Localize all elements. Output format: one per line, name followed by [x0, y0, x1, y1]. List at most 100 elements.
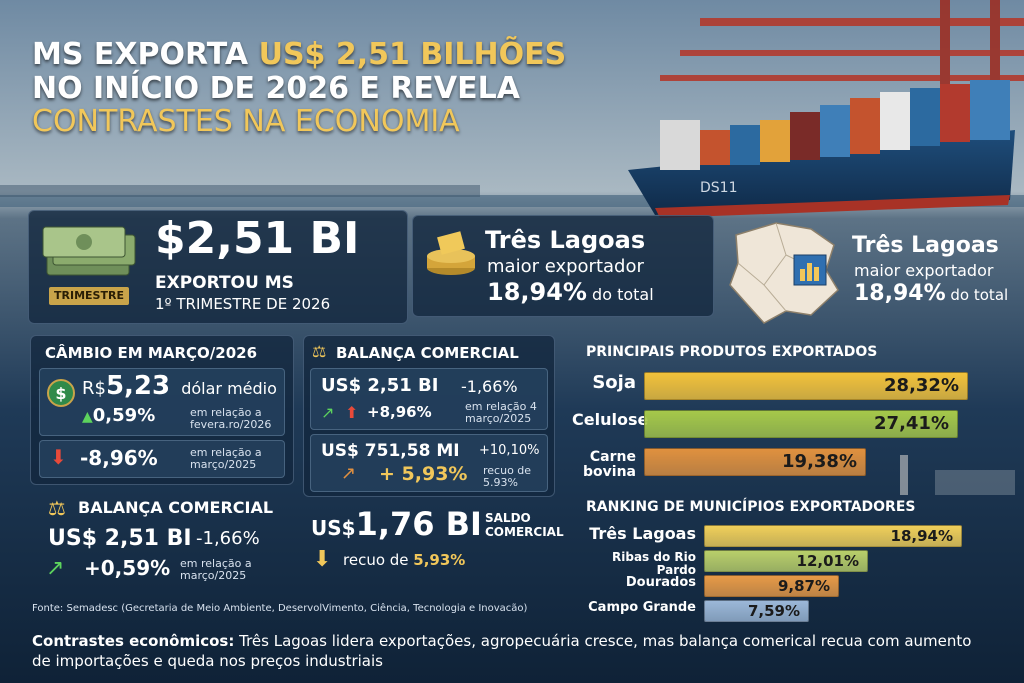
produto-bar: 28,32% [644, 372, 968, 400]
top-exporter-pct-line: 18,94% do total [487, 278, 654, 306]
balanca-left-block: ⚖ BALANÇA COMERCIAL US$ 2,51 BI -1,66% ↗… [30, 492, 292, 596]
ranking-chart: RANKING DE MUNICÍPIOS EXPORTADORES Três … [572, 495, 1012, 630]
cambio-down-box: ⬇ -8,96% em relação a março/2025 [39, 440, 285, 478]
top-exporter-panel: Três Lagoas maior exportador 18,94% do t… [412, 215, 714, 317]
produto-value-label: 27,41% [874, 413, 949, 434]
arrow-down-gold-icon: ⬇ [313, 547, 332, 572]
top-exporter-pct-suffix: do total [586, 285, 654, 304]
produtos-chart: PRINCIPAIS PRODUTOS EXPORTADOS Soja 28,32… [572, 338, 1012, 488]
footer-text: Contrastes econômicos: Três Lagoas lider… [32, 632, 992, 671]
cambio-value: 5,23 [105, 371, 171, 401]
balanca-mid-note2: recuo de 5.93% [483, 464, 532, 490]
container-ship: DS11 [628, 80, 1015, 218]
top-exporter-pct: 18,94% [487, 278, 587, 306]
trimestre-badge-label: TRIMESTRE [54, 289, 124, 302]
ranking-header: RANKING DE MUNICÍPIOS EXPORTADORES [586, 499, 916, 515]
saldo-recuo-line: recuo de 5,93% [343, 551, 465, 569]
cambio-rate-box: $ R$5,23 dólar médio ▲0,59% em relação a… [39, 368, 285, 436]
produto-label: Soja [592, 372, 636, 393]
balanca-mid-change2-up: + 5,93% [379, 463, 468, 485]
cambio-currency: R$ [82, 378, 106, 399]
balanca-mid-panel: ⚖ BALANÇA COMERCIAL US$ 2,51 BI -1,66% ↗… [303, 335, 555, 497]
saldo-prefix: US$ [311, 516, 356, 540]
saldo-label: SALDO COMERCIAL [485, 511, 564, 540]
balanca-left-value: US$ 2,51 BI [48, 526, 192, 551]
headline-line2: NO INÍCIO DE 2026 E REVELA [32, 70, 520, 106]
hero-period: 1º TRIMESTRE DE 2026 [155, 295, 331, 313]
cambio-change-up-line: ▲0,59% [82, 405, 155, 426]
ms-state-map-icon [729, 222, 839, 324]
source-note: Fonte: Semadesc (Gecretaria de Meio Ambi… [32, 603, 528, 614]
saldo-recuo-value: 5,93% [413, 551, 466, 569]
trend-up-icon-mid: ↗ [321, 403, 335, 422]
map-exporter-pct-line: 18,94% do total [854, 281, 1008, 306]
municipio-value-label: 18,94% [890, 527, 953, 545]
headline: MS EXPORTA US$ 2,51 BILHÕES NO INÍCIO DE… [32, 38, 566, 139]
produto-value-label: 28,32% [884, 375, 959, 396]
municipio-bar: 12,01% [704, 550, 868, 572]
factory-silhouette [900, 455, 1015, 495]
balanca-mid-row2: US$ 751,58 MI +10,10% ↗ + 5,93% recuo de… [310, 434, 548, 492]
balanca-mid-row1: US$ 2,51 BI -1,66% ↗ ⬆ +8,96% em relação… [310, 368, 548, 430]
cambio-change-up: 0,59% [92, 405, 156, 426]
balanca-left-header: BALANÇA COMERCIAL [78, 498, 274, 517]
balanca-mid-header: BALANÇA COMERCIAL [336, 344, 519, 362]
dollar-bag-icon: $ [47, 379, 75, 407]
map-exporter-pct-suffix: do total [945, 286, 1009, 304]
trend-up-icon: ↗ [46, 556, 65, 581]
scale-icon-mid: ⚖ [312, 342, 327, 361]
balanca-mid-value1: US$ 2,51 BI [321, 375, 439, 396]
top-exporter-name: Três Lagoas [485, 226, 646, 254]
map-exporter-name: Três Lagoas [852, 233, 999, 258]
produto-bar: 27,41% [644, 410, 958, 438]
scale-icon: ⚖ [48, 496, 66, 520]
map-exporter-block: Três Lagoas maior exportador 18,94% do t… [716, 215, 1016, 325]
municipio-value-label: 7,59% [747, 602, 800, 620]
ship-label: DS11 [700, 180, 737, 196]
balanca-mid-change2: +10,10% [479, 443, 540, 458]
municipio-value-label: 9,87% [777, 577, 830, 595]
produtos-header: PRINCIPAIS PRODUTOS EXPORTADOS [586, 344, 878, 360]
port-skyline [0, 185, 480, 197]
produto-label: Carne bovina [583, 449, 636, 480]
hero-panel: TRIMESTRE $2,51 BI EXPORTOU MS 1º TRIMES… [28, 210, 408, 324]
balanca-mid-change1: -1,66% [461, 377, 518, 396]
saldo-recuo-prefix: recuo de [343, 551, 414, 569]
triangle-up-icon: ▲ [82, 409, 93, 425]
cambio-panel: CÂMBIO EM MARÇO/2026 $ R$5,23 dólar médi… [30, 335, 294, 485]
arrow-down-icon: ⬇ [50, 445, 67, 469]
hero-value: $2,51 BI [155, 213, 360, 264]
top-exporter-sub: maior exportador [487, 256, 644, 277]
arrow-up-red-icon: ⬆ [345, 403, 359, 422]
saldo-block: US$1,76 BI SALDO COMERCIAL ⬇ recuo de 5,… [303, 505, 573, 585]
saldo-value-line: US$1,76 BI [311, 505, 482, 543]
balanca-left-change: -1,66% [196, 528, 260, 549]
produto-bar: 19,38% [644, 448, 866, 476]
trend-up-orange-icon: ↗ [341, 463, 357, 484]
balanca-mid-note1: em relação 4 março/2025 [465, 400, 537, 426]
headline-line3: CONTRASTES NA ECONOMIA [32, 104, 460, 140]
produto-label: Celulose [572, 410, 649, 429]
hero-label: EXPORTOU MS [155, 273, 294, 293]
municipio-label: Dourados [625, 575, 696, 590]
municipio-bar: 18,94% [704, 525, 962, 547]
money-stack-icon [42, 226, 136, 276]
balanca-left-note: em relação a março/2025 [180, 557, 252, 583]
map-exporter-pct: 18,94% [854, 281, 946, 306]
footer-body: Três Lagoas lidera exportações, agropecu… [32, 632, 972, 670]
municipio-value-label: 12,01% [796, 552, 859, 570]
cambio-header: CÂMBIO EM MARÇO/2026 [45, 344, 257, 362]
municipio-bar: 7,59% [704, 600, 809, 622]
balanca-mid-change1-up: +8,96% [367, 403, 432, 421]
gold-coins-icon [427, 231, 475, 275]
produto-value-label: 19,38% [782, 451, 857, 472]
municipio-bar: 9,87% [704, 575, 839, 597]
headline-line1-prefix: MS EXPORTA [32, 37, 259, 72]
footer-bold: Contrastes econômicos: [32, 632, 235, 650]
cambio-value-label: dólar médio [181, 379, 277, 398]
map-exporter-sub: maior exportador [854, 261, 994, 280]
municipio-label: Três Lagoas [589, 524, 696, 543]
trimestre-badge: TRIMESTRE [49, 287, 129, 305]
balanca-left-change-up: +0,59% [84, 556, 171, 580]
municipio-label: Ribas do Rio Pardo [612, 550, 696, 577]
